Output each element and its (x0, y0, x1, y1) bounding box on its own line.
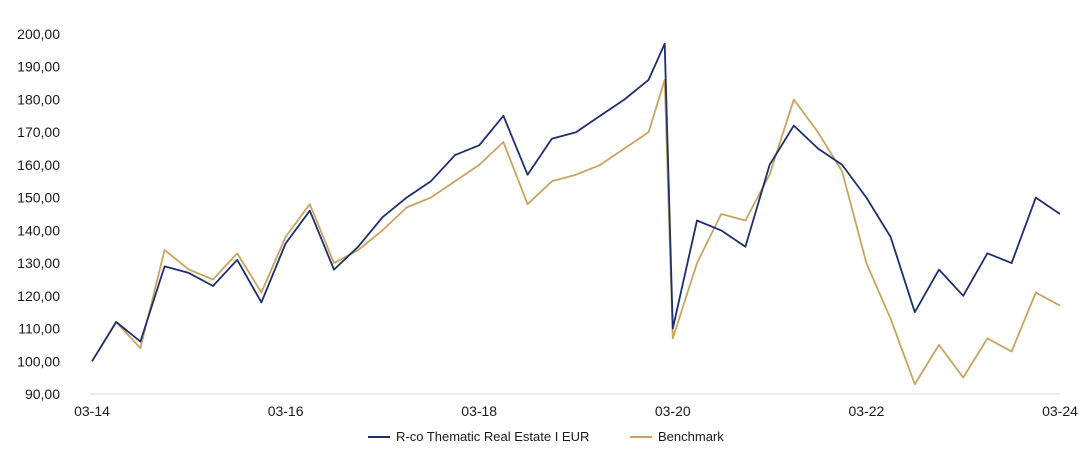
y-tick-label: 150,00 (17, 190, 60, 206)
y-tick-label: 170,00 (17, 124, 60, 140)
y-tick-label: 140,00 (17, 222, 60, 238)
y-axis-ticks: 90,00 100,00 110,00 120,00 130,00 140,00 150,0… (17, 26, 60, 402)
x-tick-label: 03-22 (848, 403, 884, 419)
x-tick-label: 03-16 (268, 403, 304, 419)
series-line-benchmark (91, 78, 1061, 386)
y-tick-label: 100,00 (17, 353, 60, 369)
legend-fund-label: R-co Thematic Real Estate I EUR (396, 429, 589, 444)
x-tick-label: 03-18 (461, 403, 497, 419)
x-axis-ticks: 03-14 03-16 03-18 03-20 03-22 03-24 (74, 403, 1078, 419)
legend: R-co Thematic Real Estate I EUR Benchmark (368, 429, 724, 444)
y-tick-label: 190,00 (17, 59, 60, 75)
y-tick-label: 90,00 (25, 386, 60, 402)
y-tick-label: 160,00 (17, 157, 60, 173)
x-tick-label: 03-24 (1042, 403, 1078, 419)
legend-benchmark-label: Benchmark (658, 429, 724, 444)
y-tick-label: 200,00 (17, 26, 60, 42)
x-tick-label: 03-14 (74, 403, 110, 419)
y-tick-label: 130,00 (17, 255, 60, 271)
y-tick-label: 180,00 (17, 91, 60, 107)
y-tick-label: 120,00 (17, 288, 60, 304)
series-line-fund (91, 42, 1061, 362)
x-tick-label: 03-20 (655, 403, 691, 419)
series-layer (91, 42, 1061, 386)
y-tick-label: 110,00 (18, 321, 60, 337)
